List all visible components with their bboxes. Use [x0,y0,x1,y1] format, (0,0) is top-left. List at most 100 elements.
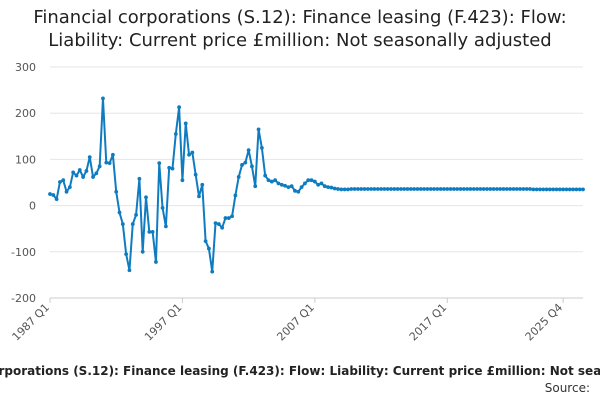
data-point [541,187,546,192]
x-tick-label: 2007 Q1 [274,301,317,344]
y-tick-label: 0 [29,200,36,213]
data-point [352,187,357,191]
x-tick-label: 2025 Q4 [523,301,566,344]
data-point [475,187,479,191]
data-point [210,269,215,274]
chart-title: Financial corporations (S.12): Finance l… [33,7,567,51]
data-point [246,148,251,153]
data-point [362,187,367,191]
data-point [114,189,119,194]
data-point [468,187,473,191]
data-point [259,145,264,150]
data-point [111,152,115,157]
data-point [461,187,466,191]
data-point [293,188,297,193]
data-point [372,187,377,191]
data-point [359,187,364,191]
data-point [240,163,244,167]
data-point [382,187,387,191]
data-point [163,224,168,229]
data-point [491,187,496,191]
data-point [183,121,188,126]
data-point [336,187,340,191]
data-point [207,246,211,251]
data-point [567,187,572,192]
data-point [511,187,516,191]
data-point [581,187,585,192]
data-point [339,187,344,192]
data-point [160,206,165,210]
data-point [51,193,56,197]
data-point [571,187,575,192]
data-point [127,268,132,273]
data-point [200,182,205,187]
data-point [402,187,407,191]
data-point [84,169,89,173]
data-point [319,181,324,186]
data-point [236,175,241,179]
data-point [346,187,350,192]
data-point [220,225,225,230]
data-point [177,105,182,110]
data-point [531,187,536,192]
data-point [167,165,172,170]
x-tick-label: 1997 Q1 [142,301,185,344]
data-point [263,173,268,178]
data-point [190,150,195,155]
data-point [67,185,72,190]
data-point [379,187,383,191]
data-point [309,178,314,183]
data-point [349,187,354,191]
data-point [415,187,420,191]
data-points [48,96,585,274]
chart-caption-text: Financial corporations (S.12): Finance l… [0,364,600,378]
data-point [316,182,321,187]
data-point [213,221,218,226]
data-point [564,187,569,192]
data-point [216,222,221,226]
data-point [87,155,92,159]
data-point [329,185,334,190]
data-point [137,176,142,181]
data-point [504,187,509,191]
data-point [97,164,102,169]
data-point [342,187,347,192]
data-point [481,187,486,191]
data-point [91,175,95,179]
data-point [147,230,152,234]
y-axis: -200 -100 0 100 200 300 [11,61,36,305]
data-point [498,187,503,191]
data-point [438,187,443,191]
data-point [233,193,238,198]
data-point [465,187,470,191]
data-point [514,187,519,191]
data-point [61,178,66,183]
data-point [332,186,337,191]
data-point [296,189,301,194]
data-point [375,187,380,191]
data-point [432,187,436,191]
data-point [71,170,76,175]
data-point [501,187,506,191]
data-point [256,127,261,132]
data-point [524,187,529,191]
data-point [124,252,129,257]
data-point [471,187,476,191]
y-tick-label: -200 [11,292,36,305]
chart-caption: Financial corporations (S.12): Finance l… [0,364,600,382]
data-point [455,187,460,191]
data-point [223,216,228,220]
y-tick-label: 300 [15,61,36,74]
data-point [193,172,198,177]
data-point [425,187,430,191]
data-point [445,187,450,191]
data-point [273,178,278,183]
data-point [355,187,360,191]
data-point [48,192,52,196]
data-point [495,187,499,191]
data-point [547,187,552,192]
data-point [408,187,413,191]
data-point [107,161,112,166]
data-point [557,187,562,192]
data-point [312,179,317,184]
